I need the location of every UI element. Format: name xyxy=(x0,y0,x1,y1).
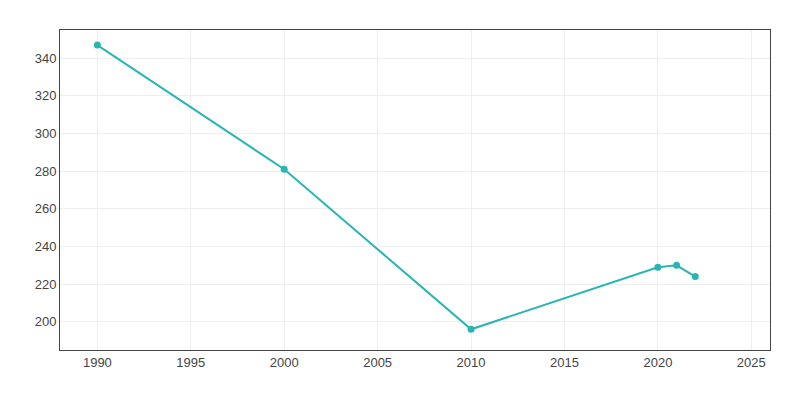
svg-text:280: 280 xyxy=(35,164,57,179)
svg-text:300: 300 xyxy=(35,126,57,141)
svg-text:220: 220 xyxy=(35,277,57,292)
svg-text:1995: 1995 xyxy=(176,355,205,370)
svg-text:2010: 2010 xyxy=(457,355,486,370)
svg-text:2025: 2025 xyxy=(737,355,766,370)
svg-text:2000: 2000 xyxy=(270,355,299,370)
svg-text:2005: 2005 xyxy=(363,355,392,370)
svg-text:320: 320 xyxy=(35,88,57,103)
svg-text:240: 240 xyxy=(35,239,57,254)
svg-text:340: 340 xyxy=(35,51,57,66)
svg-text:200: 200 xyxy=(35,314,57,329)
svg-text:1990: 1990 xyxy=(83,355,112,370)
svg-text:260: 260 xyxy=(35,201,57,216)
svg-text:2020: 2020 xyxy=(643,355,672,370)
svg-text:2015: 2015 xyxy=(550,355,579,370)
